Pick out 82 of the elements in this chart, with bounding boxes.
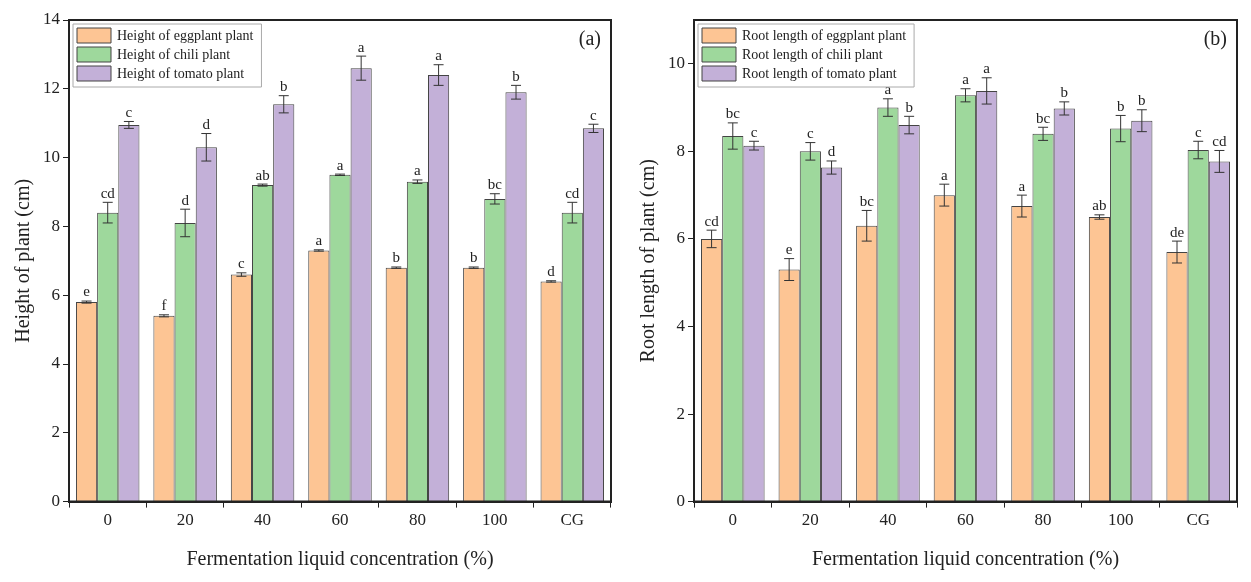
data-label: cd [565, 184, 580, 201]
y-tick-label: 10 [43, 147, 60, 167]
data-label: c [238, 255, 246, 272]
data-label: a [962, 71, 970, 88]
data-label: a [983, 60, 991, 77]
y-axis-title: Root length of plant (cm) [636, 159, 660, 363]
data-label: cd [704, 212, 720, 229]
data-label: cd [100, 184, 116, 201]
data-label: ab [1092, 197, 1107, 214]
x-tick-label: 80 [1034, 510, 1052, 530]
data-label: d [827, 143, 836, 160]
x-tick-label: 40 [879, 510, 897, 530]
data-label: a [357, 38, 365, 55]
y-tick-label: 12 [43, 78, 60, 98]
data-label: ab [255, 166, 270, 183]
data-label: a [884, 81, 892, 98]
x-tick-label: 100 [1107, 510, 1134, 530]
x-tick-label: CG [560, 510, 585, 530]
data-label: b [392, 249, 401, 266]
x-tick-label: 60 [957, 510, 974, 530]
legend-label: Height of chili plant [117, 46, 231, 62]
y-tick-label: 8 [51, 215, 60, 235]
data-label: c [590, 106, 598, 123]
y-tick-label: 6 [51, 284, 60, 304]
y-tick-label: 4 [51, 353, 61, 373]
data-label: de [1169, 223, 1185, 240]
x-tick-label: 100 [482, 510, 508, 530]
data-label: b [1116, 97, 1125, 114]
data-label: e [83, 283, 91, 300]
data-label: d [181, 191, 190, 208]
data-label: c [125, 103, 133, 120]
data-label: bc [1035, 109, 1051, 126]
data-label: b [469, 249, 478, 266]
data-label: c [750, 123, 758, 140]
data-label: b [1060, 84, 1069, 101]
x-tick-label: CG [1186, 510, 1211, 530]
data-label: cd [1212, 132, 1227, 149]
annotation: (a) [578, 27, 601, 51]
data-label: b [512, 67, 520, 84]
data-label: f [161, 297, 167, 314]
y-tick-label: 8 [676, 140, 685, 160]
data-label: a [1018, 177, 1026, 194]
y-tick-label: 0 [676, 491, 685, 511]
data-label: b [905, 98, 913, 115]
data-label: a [435, 47, 443, 64]
data-label: b [1138, 92, 1146, 109]
y-tick-label: 2 [51, 422, 60, 442]
data-label: a [336, 156, 344, 173]
data-label: a [315, 232, 323, 249]
legend-label: Root length of eggplant plant [742, 27, 907, 43]
data-label: a [414, 162, 422, 179]
x-tick-label: 80 [408, 510, 426, 530]
x-tick-label: 60 [331, 510, 349, 530]
x-tick-label: 40 [254, 510, 272, 530]
legend-label: Height of tomato plant [117, 65, 245, 81]
x-tick-label: 20 [176, 510, 194, 530]
y-tick-label: 10 [668, 53, 685, 73]
x-axis-title: Fermentation liquid concentration (%) [811, 547, 1120, 571]
x-axis-title: Fermentation liquid concentration (%) [186, 547, 494, 571]
x-tick-label: 0 [103, 510, 112, 530]
y-tick-label: 6 [676, 228, 685, 248]
data-label: b [279, 78, 288, 95]
data-label: bc [487, 176, 503, 193]
legend-label: Root length of chili plant [742, 46, 883, 62]
y-tick-label: 2 [676, 403, 685, 423]
legend-label: Root length of tomato plant [742, 65, 897, 81]
x-tick-label: 20 [801, 510, 819, 530]
data-label: c [1194, 123, 1202, 140]
data-label: d [202, 115, 211, 132]
legend-label: Height of eggplant plant [117, 27, 254, 43]
annotation: (b) [1203, 27, 1227, 51]
x-tick-label: 0 [728, 510, 738, 530]
data-label: c [807, 125, 815, 142]
data-label: e [785, 241, 793, 258]
y-tick-label: 0 [51, 491, 60, 511]
y-tick-label: 4 [676, 315, 686, 335]
data-label: bc [725, 105, 741, 122]
data-label: bc [859, 192, 875, 209]
data-label: a [940, 166, 948, 183]
y-axis-title: Height of plant (cm) [11, 178, 35, 343]
y-tick-label: 14 [43, 9, 61, 29]
data-label: d [547, 263, 556, 280]
